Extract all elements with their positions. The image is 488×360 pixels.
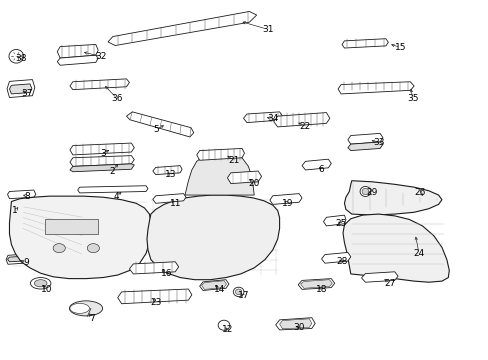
Polygon shape [184, 151, 254, 195]
Ellipse shape [235, 289, 242, 295]
Polygon shape [298, 279, 334, 289]
Ellipse shape [9, 49, 23, 63]
Polygon shape [70, 164, 134, 172]
Polygon shape [347, 142, 382, 150]
Text: 1: 1 [12, 206, 18, 215]
Polygon shape [57, 55, 98, 65]
Text: 3: 3 [100, 149, 106, 158]
Text: 32: 32 [95, 52, 106, 61]
Text: 27: 27 [384, 279, 395, 288]
Text: 38: 38 [16, 54, 27, 63]
Text: 16: 16 [161, 269, 172, 278]
Text: 4: 4 [114, 192, 119, 201]
Text: 2: 2 [109, 167, 115, 176]
Text: 20: 20 [248, 179, 260, 188]
Text: 31: 31 [262, 25, 273, 34]
Polygon shape [199, 280, 228, 291]
Text: 26: 26 [413, 188, 425, 197]
Polygon shape [147, 195, 279, 280]
Text: 17: 17 [237, 291, 249, 300]
Polygon shape [9, 84, 32, 94]
Text: 36: 36 [111, 94, 122, 103]
Ellipse shape [218, 320, 229, 330]
Polygon shape [342, 214, 448, 282]
Polygon shape [243, 112, 282, 123]
Text: 15: 15 [394, 43, 406, 52]
Polygon shape [347, 134, 382, 144]
Polygon shape [341, 39, 387, 48]
Polygon shape [153, 194, 185, 203]
Text: 35: 35 [406, 94, 418, 103]
Ellipse shape [359, 186, 370, 197]
Text: 19: 19 [281, 199, 293, 208]
Polygon shape [273, 113, 329, 127]
Ellipse shape [53, 244, 65, 253]
Text: 23: 23 [150, 298, 161, 307]
Text: 7: 7 [89, 314, 95, 323]
Text: 11: 11 [169, 199, 181, 208]
Text: 33: 33 [372, 138, 384, 147]
Text: 18: 18 [315, 285, 326, 294]
Polygon shape [78, 186, 148, 193]
Text: 13: 13 [164, 170, 176, 179]
Polygon shape [57, 44, 98, 58]
Polygon shape [275, 318, 315, 330]
Text: 9: 9 [23, 258, 29, 267]
Polygon shape [201, 281, 226, 289]
Polygon shape [269, 194, 302, 204]
Polygon shape [9, 196, 151, 279]
Text: 37: 37 [22, 89, 33, 98]
Polygon shape [227, 171, 261, 184]
Polygon shape [323, 215, 345, 226]
Ellipse shape [70, 303, 89, 314]
Ellipse shape [69, 301, 102, 316]
Polygon shape [7, 256, 24, 262]
Polygon shape [70, 79, 129, 90]
Text: 10: 10 [41, 285, 53, 294]
Polygon shape [7, 190, 36, 199]
Polygon shape [153, 166, 182, 175]
Polygon shape [337, 82, 413, 94]
Polygon shape [129, 262, 178, 274]
Text: 28: 28 [336, 257, 347, 266]
Polygon shape [302, 159, 330, 170]
Polygon shape [6, 254, 26, 264]
Polygon shape [70, 143, 134, 155]
Text: 34: 34 [266, 114, 278, 123]
Text: 22: 22 [299, 122, 310, 131]
Polygon shape [279, 319, 311, 329]
Text: 12: 12 [221, 325, 233, 334]
Polygon shape [126, 112, 193, 137]
Polygon shape [70, 156, 134, 166]
Text: 5: 5 [153, 125, 158, 134]
Text: 14: 14 [213, 285, 224, 294]
Text: 21: 21 [227, 156, 239, 165]
Polygon shape [7, 80, 35, 98]
Polygon shape [300, 280, 331, 288]
Polygon shape [361, 272, 397, 282]
Text: 29: 29 [366, 188, 377, 197]
Text: 24: 24 [412, 249, 424, 258]
Text: 25: 25 [335, 219, 346, 228]
Ellipse shape [361, 188, 368, 195]
Ellipse shape [34, 280, 47, 287]
Polygon shape [44, 220, 98, 234]
Ellipse shape [87, 244, 99, 253]
Text: 6: 6 [318, 165, 324, 174]
Polygon shape [118, 289, 191, 304]
Ellipse shape [30, 278, 51, 289]
Polygon shape [321, 252, 350, 263]
Text: 30: 30 [293, 323, 304, 332]
Polygon shape [196, 148, 244, 160]
Polygon shape [344, 181, 441, 215]
Text: 8: 8 [24, 192, 30, 201]
Ellipse shape [233, 287, 244, 297]
Polygon shape [108, 12, 256, 45]
